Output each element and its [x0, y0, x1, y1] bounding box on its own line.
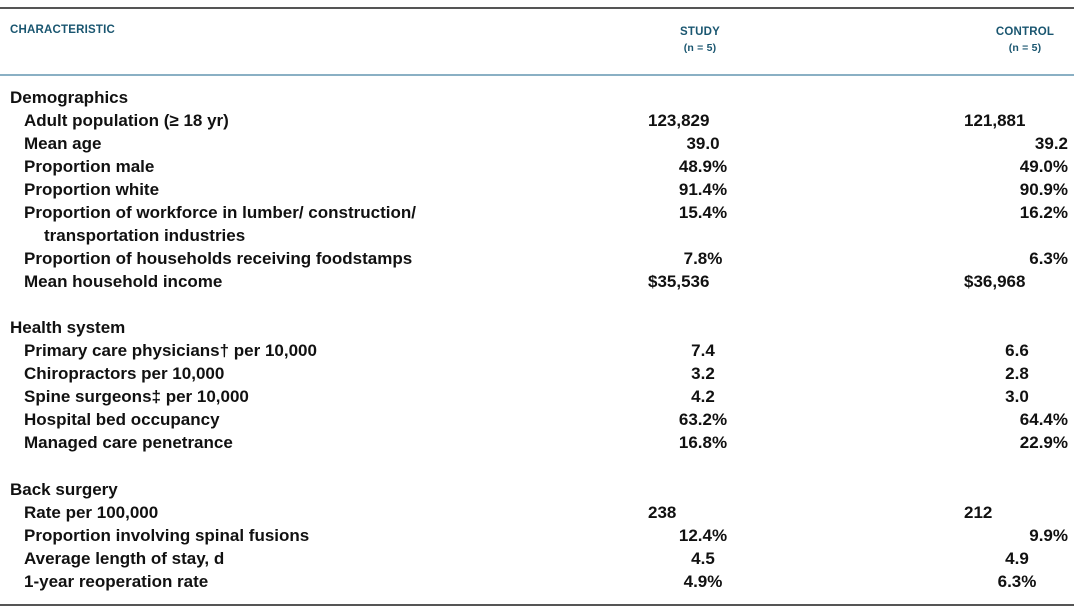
study-value: 16.8%	[678, 433, 728, 452]
row-label: Chiropractors per 10,000	[24, 364, 225, 383]
section-title-back-surgery: Back surgery	[10, 480, 118, 499]
study-value: 91.4%	[678, 180, 728, 199]
study-value: 7.8%	[683, 249, 723, 268]
control-value: 6.3%	[1029, 249, 1068, 268]
header-rule	[0, 74, 1074, 76]
column-header-control: CONTROL (n = 5)	[975, 24, 1075, 56]
control-value: 9.9%	[1029, 526, 1068, 545]
table-bottom-rule	[0, 604, 1074, 606]
section-title-health-system: Health system	[10, 318, 126, 337]
row-label: 1-year reoperation rate	[24, 572, 209, 591]
row-label: Mean age	[24, 134, 102, 153]
study-value: 15.4%	[678, 203, 728, 222]
row-label: Proportion male	[24, 157, 155, 176]
control-value: 2.8	[1005, 364, 1029, 383]
study-value: 39.0	[686, 134, 720, 153]
study-value: 4.9%	[683, 572, 723, 591]
control-value: 16.2%	[1019, 203, 1068, 222]
column-header-control-n: (n = 5)	[1008, 42, 1042, 54]
control-value: 121,881	[964, 111, 1026, 130]
column-header-control-label: CONTROL	[995, 26, 1055, 38]
section-title-demographics: Demographics	[10, 88, 129, 107]
column-header-study-n: (n = 5)	[683, 42, 717, 54]
study-value: 238	[648, 503, 677, 522]
study-value: 63.2%	[678, 410, 728, 429]
table-top-rule	[0, 7, 1074, 9]
row-label: Average length of stay, d	[24, 549, 224, 569]
row-label: Hospital bed occupancy	[24, 410, 220, 429]
study-value: $35,536	[648, 272, 710, 291]
column-header-study-label: STUDY	[680, 26, 720, 38]
control-value: 212	[964, 503, 993, 522]
row-label: Primary care physicians† per 10,000	[24, 341, 317, 360]
row-label: Spine surgeons‡ per 10,000	[24, 387, 249, 406]
study-value: 4.2	[691, 387, 715, 406]
row-label: Proportion of workforce in lumber/ const…	[24, 203, 416, 222]
control-value: 49.0%	[1019, 157, 1068, 176]
control-value: 22.9%	[1019, 433, 1068, 452]
study-value: 123,829	[648, 111, 710, 130]
control-value: 3.0	[1005, 387, 1029, 406]
study-value: 4.5	[691, 549, 715, 568]
control-value: 39.2	[1034, 134, 1068, 153]
column-header-study: STUDY (n = 5)	[655, 24, 745, 56]
row-label: Mean household income	[24, 272, 223, 291]
row-label-text: Average length of stay, d	[24, 549, 225, 568]
control-value: 6.3%	[997, 572, 1037, 591]
row-label: Proportion involving spinal fusions	[24, 526, 310, 545]
control-value: 90.9%	[1019, 180, 1068, 199]
study-value: 12.4%	[678, 526, 728, 545]
row-label: Proportion of households receiving foods…	[24, 249, 413, 268]
row-label: Managed care penetrance	[24, 433, 233, 452]
row-label-continued: transportation industries	[44, 226, 246, 245]
control-value: $36,968	[964, 272, 1026, 291]
study-value: 3.2	[691, 364, 715, 383]
study-value: 7.4	[691, 341, 715, 360]
column-header-characteristic: CHARACTERISTIC	[10, 24, 116, 36]
control-value: 64.4%	[1019, 410, 1068, 429]
control-value: 6.6	[1005, 341, 1029, 360]
control-value: 4.9	[1005, 549, 1029, 568]
study-value: 48.9%	[678, 157, 728, 176]
row-label: Adult population (≥ 18 yr)	[24, 111, 229, 130]
row-label: Proportion white	[24, 180, 160, 199]
row-label: Rate per 100,000	[24, 503, 159, 522]
